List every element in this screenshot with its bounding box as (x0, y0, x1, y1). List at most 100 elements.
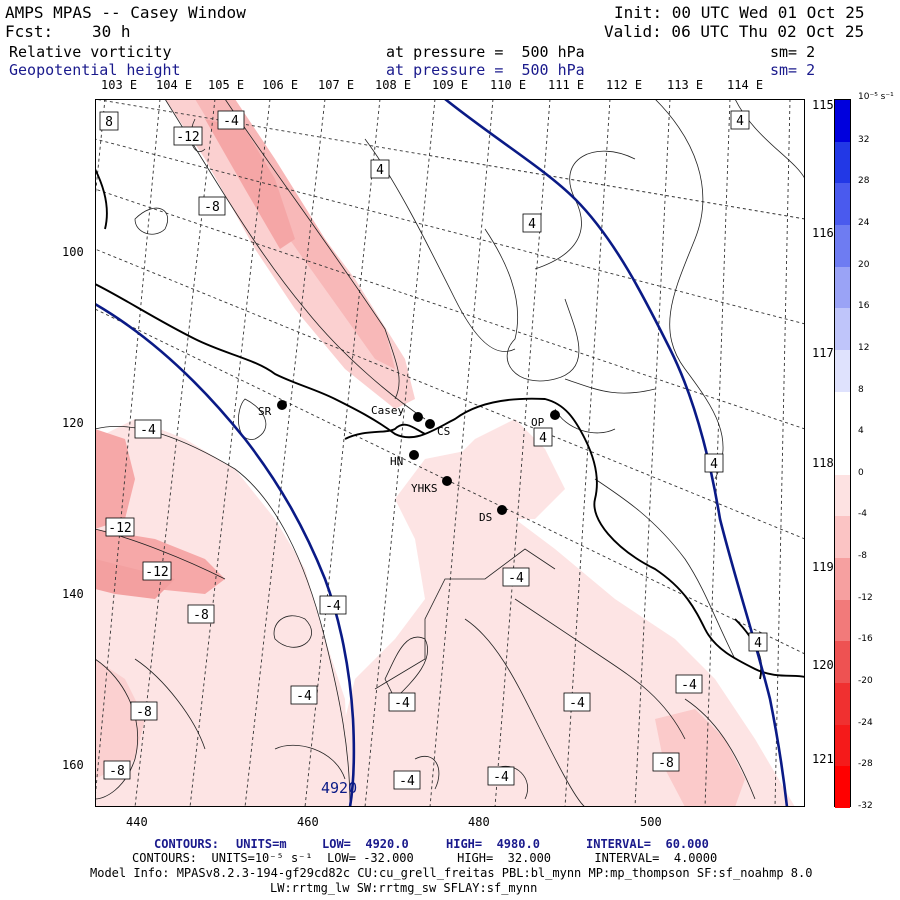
vorticity-value-label: -8 (193, 608, 209, 623)
vorticity-label-group: 8 -12 -4 -8 4 4 4 -4 -12 -12 -8 4 4 -4 -… (99, 110, 768, 790)
vorticity-value-label: -4 (681, 678, 697, 693)
colorbar-label: -20 (858, 676, 873, 687)
colorbar-swatch (835, 183, 850, 225)
colorbar-swatch (835, 474, 850, 517)
station-label: OP (531, 416, 545, 429)
lon-label-top: 111 E (548, 78, 585, 92)
vorticity-value-label: -8 (136, 705, 152, 720)
height-contours-units: UNITS=m (236, 837, 287, 851)
vorticity-value-label: -4 (394, 696, 410, 711)
colorbar-swatch (835, 266, 850, 309)
vorticity-value-label: -8 (109, 764, 125, 779)
station-label: Casey (371, 404, 404, 417)
vorticity-value-label: 8 (105, 115, 113, 130)
x-tick-label: 440 (126, 815, 148, 829)
geopotential-height-contours (95, 99, 789, 807)
colorbar-label: 0 (858, 467, 864, 478)
station-label: CS (437, 425, 450, 438)
vorticity-value-label: -4 (508, 571, 524, 586)
colorbar-label: 28 (858, 176, 870, 187)
station-dot (497, 505, 507, 515)
y-tick-label: 100 (62, 245, 84, 259)
height-contours-label: CONTOURS: (154, 837, 220, 851)
colorbar-label: -4 (858, 509, 867, 520)
vorticity-contours-info: CONTOURS: UNITS=10⁻⁵ s⁻¹ LOW= -32.000 HI… (132, 851, 718, 865)
colorbar-swatch (835, 724, 850, 767)
vorticity-value-label: -4 (140, 423, 156, 438)
field-1-name: Relative vorticity (9, 43, 172, 61)
colorbar-label: 12 (858, 342, 870, 353)
colorbar-label: -28 (858, 759, 873, 770)
station-label: HN (390, 455, 403, 468)
lon-label-top: 114 E (727, 78, 764, 92)
vorticity-value-label: 4 (754, 636, 762, 651)
lon-label-top: 109 E (432, 78, 469, 92)
colorbar-label: -24 (858, 717, 873, 728)
colorbar-swatch (835, 391, 850, 434)
vorticity-value-label: -8 (658, 756, 674, 771)
model-info: Model Info: MPASv8.2.3-194-gf29cd82c CU:… (90, 866, 813, 880)
y-tick-label: 120 (62, 416, 84, 430)
colorbar-swatch (835, 641, 850, 684)
vorticity-value-label: -4 (399, 774, 415, 789)
colorbar-swatch (835, 683, 850, 725)
longitude-grid-lines (95, 99, 805, 807)
model-info-physics: LW:rrtmg_lw SW:rrtmg_sw SFLAY:sf_mynn (270, 881, 538, 895)
colorbar-label: -16 (858, 634, 873, 645)
lon-label-top: 105 E (208, 78, 245, 92)
field-2-name: Geopotential height (9, 61, 181, 79)
colorbar (834, 99, 851, 808)
lon-label-top: 110 E (490, 78, 527, 92)
vorticity-value-label: -4 (493, 770, 509, 785)
colorbar-swatch (835, 100, 850, 142)
colorbar-label: 32 (858, 134, 870, 145)
station-dot (277, 400, 287, 410)
height-contours-interval: INTERVAL= 60.000 (586, 837, 709, 851)
y-tick-label: 160 (62, 758, 84, 772)
x-tick-label: 480 (468, 815, 490, 829)
vorticity-value-label: -4 (296, 689, 312, 704)
colorbar-label: 16 (858, 301, 870, 312)
station-dot (413, 412, 423, 422)
x-tick-label: 500 (640, 815, 662, 829)
field-2-level: at pressure = 500 hPa (386, 61, 585, 79)
station-dot (442, 476, 452, 486)
colorbar-swatch (835, 349, 850, 392)
field-1-smoothing: sm= 2 (770, 43, 816, 61)
station-label: YHKS (411, 482, 438, 495)
vorticity-height-map: 4920 8 -12 -4 -8 4 4 4 -4 -12 -12 -8 4 4… (95, 99, 805, 807)
lon-label-top: 113 E (667, 78, 704, 92)
colorbar-swatch (835, 224, 850, 267)
lon-label-top: 106 E (262, 78, 299, 92)
init-time: Init: 00 UTC Wed 01 Oct 25 (614, 3, 865, 22)
lon-label-top: 112 E (606, 78, 643, 92)
y-tick-label: 140 (62, 587, 84, 601)
colorbar-units: 10⁻⁵ s⁻¹ (858, 92, 894, 102)
lon-label-top: 104 E (156, 78, 193, 92)
colorbar-label: -12 (858, 592, 873, 603)
station-markers: SR Casey CS HN YHKS DS OP (258, 400, 560, 524)
vorticity-value-label: 4 (539, 431, 547, 446)
x-tick-label: 460 (297, 815, 319, 829)
lon-label-top: 108 E (375, 78, 412, 92)
plot-title: AMPS MPAS -- Casey Window (5, 3, 246, 22)
vorticity-value-label: -8 (204, 200, 220, 215)
station-dot (425, 419, 435, 429)
colorbar-label: 8 (858, 384, 864, 395)
vorticity-value-label: -4 (325, 599, 341, 614)
field-2-smoothing: sm= 2 (770, 61, 816, 79)
colorbar-swatch (835, 766, 850, 808)
forecast-hour: 30 h (92, 22, 131, 41)
valid-time: Valid: 06 UTC Thu 02 Oct 25 (604, 22, 865, 41)
map-frame (95, 99, 805, 807)
field-1-level: at pressure = 500 hPa (386, 43, 585, 61)
vorticity-value-label: -12 (145, 565, 168, 580)
colorbar-swatch (835, 141, 850, 184)
colorbar-swatch (835, 433, 850, 475)
station-dot (550, 410, 560, 420)
vorticity-value-label: -12 (108, 521, 131, 536)
lon-label-top: 103 E (101, 78, 138, 92)
colorbar-swatch (835, 308, 850, 350)
forecast-label: Fcst: (5, 22, 54, 41)
height-contours-low: LOW= 4920.0 (322, 837, 409, 851)
